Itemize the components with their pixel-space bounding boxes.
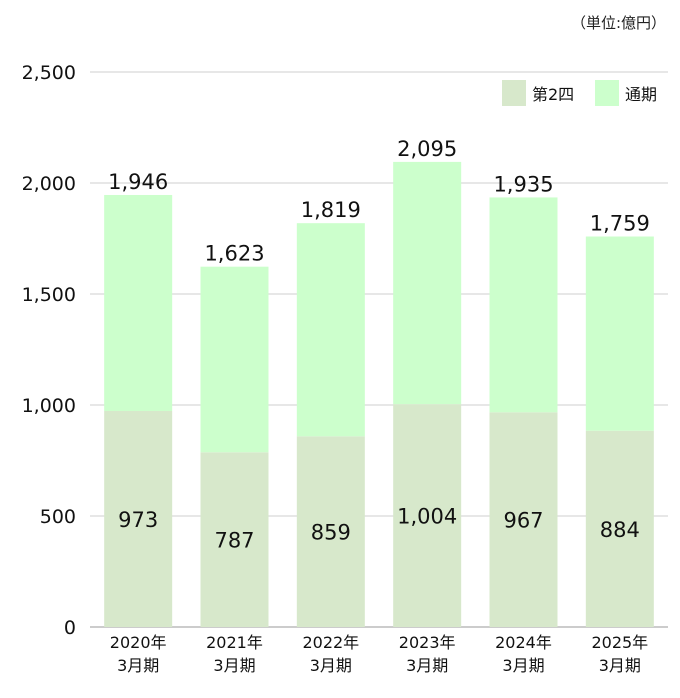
segment-label: 787 <box>214 529 254 553</box>
bar-segment-6-upper <box>585 236 654 431</box>
x-tick-label-period: 3月期 <box>599 656 641 675</box>
total-label: 1,759 <box>590 212 650 236</box>
bar-segment-1-upper <box>104 194 173 411</box>
legend-swatch <box>595 80 619 106</box>
total-label: 1,935 <box>493 172 553 196</box>
x-tick-label-year: 2025年 <box>591 633 648 652</box>
segment-label: 1,004 <box>397 505 457 529</box>
x-tick-label-year: 2024年 <box>495 633 552 652</box>
legend-label: 通期 <box>625 85 657 104</box>
bar-segment-5-lower <box>489 412 558 627</box>
bar-segment-3-lower <box>296 436 365 627</box>
bar-segment-3-upper <box>296 223 365 437</box>
y-tick-label: 2,500 <box>22 62 76 84</box>
bar-segment-4-lower <box>393 404 462 627</box>
segment-label: 967 <box>503 509 543 533</box>
x-tick-label-period: 3月期 <box>310 656 352 675</box>
x-tick-label-period: 3月期 <box>502 656 544 675</box>
bar-segment-4-upper <box>393 161 462 405</box>
x-tick-label-year: 2023年 <box>399 633 456 652</box>
y-tick-label: 500 <box>40 506 76 528</box>
y-tick-label: 1,500 <box>22 284 76 306</box>
bar-segment-6-lower <box>585 430 654 627</box>
x-tick-label-period: 3月期 <box>117 656 159 675</box>
x-tick-label-period: 3月期 <box>406 656 448 675</box>
legend-swatch <box>502 80 526 106</box>
bar-segment-2-lower <box>200 452 269 627</box>
segment-label: 884 <box>600 518 640 542</box>
bar-segment-2-upper <box>200 266 269 453</box>
unit-label: （単位:億円） <box>570 14 666 32</box>
y-tick-label: 1,000 <box>22 395 76 417</box>
bar-segment-5-upper <box>489 197 558 413</box>
total-label: 2,095 <box>397 137 457 161</box>
segment-label: 973 <box>118 508 158 532</box>
y-tick-label: 2,000 <box>22 173 76 195</box>
x-tick-label-year: 2022年 <box>302 633 359 652</box>
y-tick-label: 0 <box>64 617 76 639</box>
total-label: 1,623 <box>204 242 264 266</box>
x-tick-label-year: 2020年 <box>110 633 167 652</box>
legend-label: 第2四 <box>532 85 574 104</box>
bar-segment-1-lower <box>104 410 173 627</box>
total-label: 1,819 <box>301 198 361 222</box>
x-tick-label-period: 3月期 <box>213 656 255 675</box>
total-label: 1,946 <box>108 170 168 194</box>
x-tick-label-year: 2021年 <box>206 633 263 652</box>
segment-label: 859 <box>311 521 351 545</box>
